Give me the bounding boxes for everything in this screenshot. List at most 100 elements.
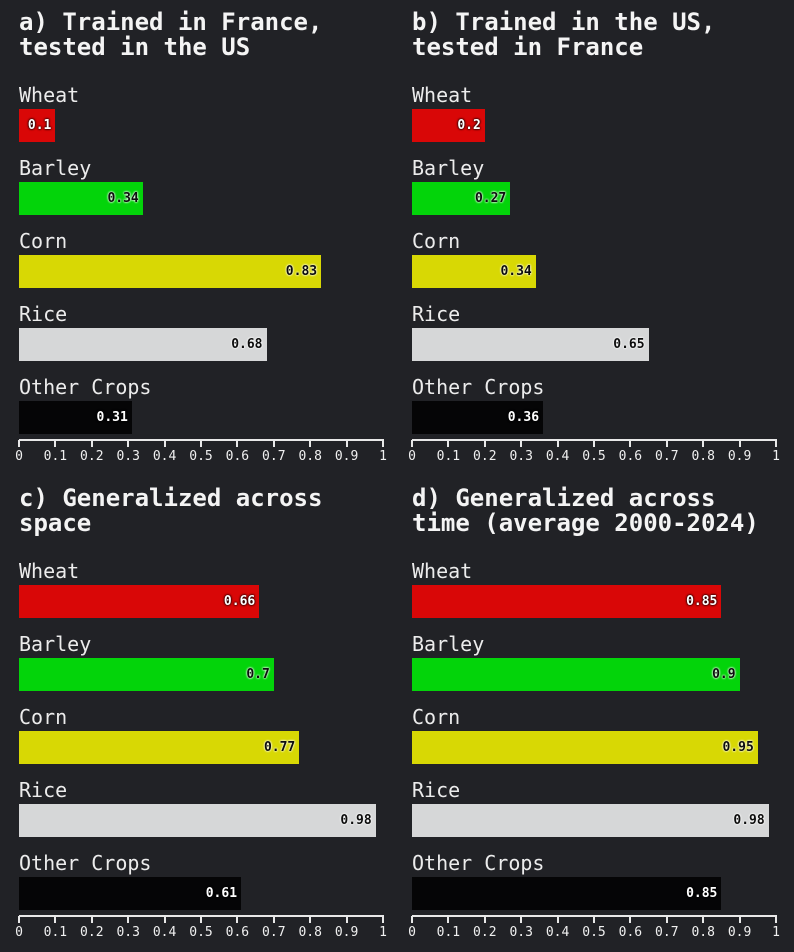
x-tick (629, 440, 632, 447)
x-tick-label: 0.7 (655, 449, 679, 464)
category-label: Wheat (412, 83, 473, 107)
x-tick-label: 0.4 (545, 449, 570, 464)
data-label: 0.31 (96, 410, 128, 425)
category-label: Other Crops (412, 851, 545, 875)
x-tick (309, 440, 312, 447)
x-tick-label: 0.6 (618, 449, 643, 464)
x-tick-label: 0.3 (116, 925, 140, 940)
category-label: Other Crops (19, 851, 152, 875)
x-tick-label: 0.7 (262, 925, 286, 940)
x-tick (738, 916, 741, 923)
bar-rice (412, 804, 769, 837)
chart-panel: c) Generalized across space Wheat 0.66 Barl… (15, 476, 394, 946)
x-tick-label: 0.1 (436, 925, 461, 940)
category-label: Wheat (19, 83, 80, 107)
x-tick-label: 1 (379, 449, 387, 464)
data-label: 0.7 (246, 667, 270, 682)
x-tick (483, 440, 486, 447)
x-tick-label: 0.2 (80, 449, 104, 464)
bar-other-crops (412, 401, 544, 434)
data-label: 0.85 (686, 594, 718, 609)
data-label: 0.61 (205, 886, 238, 901)
category-label: Other Crops (19, 375, 152, 399)
x-tick (309, 916, 312, 923)
x-tick (447, 916, 450, 923)
category-label: Wheat (412, 559, 473, 583)
category-label: Corn (412, 705, 461, 729)
category-label: Barley (19, 632, 92, 656)
x-tick-label: 0.2 (473, 925, 497, 940)
bar-corn (19, 731, 300, 764)
x-tick-label: 0 (408, 925, 416, 940)
bar-other-crops (19, 877, 242, 910)
data-label: 0.9 (712, 667, 736, 682)
x-tick-label: 0.1 (43, 925, 68, 940)
bar-corn (19, 255, 322, 288)
bar-corn (412, 731, 758, 764)
chart-panel: d) Generalized across time (average 2000… (408, 476, 787, 946)
x-tick (629, 916, 632, 923)
data-label: 0.95 (722, 740, 754, 755)
x-tick-label: 0.8 (298, 449, 322, 464)
x-tick-label: 0.9 (334, 925, 359, 940)
bar-barley (412, 658, 740, 691)
x-tick (593, 916, 595, 923)
category-label: Barley (19, 156, 92, 180)
x-tick-label: 0.7 (262, 449, 286, 464)
x-tick (272, 440, 275, 447)
panel-title: a) Trained in France, tested in the US (19, 8, 323, 61)
x-tick (738, 440, 741, 447)
x-tick-label: 0.8 (691, 925, 715, 940)
x-tick (411, 440, 413, 447)
x-tick-label: 1 (772, 925, 780, 940)
x-tick-label: 0.1 (43, 449, 68, 464)
x-tick (163, 916, 166, 923)
data-label: 0.1 (27, 118, 52, 133)
category-label: Barley (412, 632, 485, 656)
x-tick (90, 440, 93, 447)
x-tick-label: 0.3 (116, 449, 140, 464)
x-tick-label: 0 (15, 925, 23, 940)
x-tick (556, 916, 559, 923)
panel-title: b) Trained in the US, tested in France (412, 8, 716, 61)
data-label: 0.98 (340, 813, 372, 828)
x-tick-label: 0.6 (618, 925, 643, 940)
x-tick-label: 0.9 (727, 449, 752, 464)
bar-rice (412, 328, 649, 361)
x-tick (90, 916, 93, 923)
bar-barley (412, 182, 511, 215)
data-label: 0.36 (507, 410, 540, 425)
category-label: Wheat (19, 559, 80, 583)
x-tick-label: 0 (15, 449, 23, 464)
x-tick-label: 0.7 (655, 925, 679, 940)
bar-rice (19, 328, 267, 361)
bar-corn (412, 255, 536, 288)
category-label: Other Crops (412, 375, 545, 399)
x-tick (593, 440, 595, 447)
data-label: 0.83 (285, 264, 318, 279)
x-tick (163, 440, 166, 447)
data-label: 0.77 (263, 740, 296, 755)
x-tick-label: 1 (772, 449, 780, 464)
data-label: 0.2 (457, 118, 481, 133)
x-tick-label: 0.9 (727, 925, 752, 940)
x-tick-label: 0.3 (509, 449, 533, 464)
data-label: 0.68 (231, 337, 263, 352)
data-label: 0.66 (223, 594, 256, 609)
x-tick (272, 916, 275, 923)
data-label: 0.27 (474, 191, 507, 206)
x-tick-label: 0.4 (152, 925, 177, 940)
x-tick (556, 440, 559, 447)
category-label: Corn (412, 229, 461, 253)
panel-title: d) Generalized across time (average 2000… (412, 484, 759, 537)
x-tick-label: 0.6 (225, 925, 250, 940)
category-label: Rice (19, 302, 68, 326)
x-tick (54, 440, 57, 447)
data-label: 0.65 (613, 337, 645, 352)
x-tick-label: 0.4 (545, 925, 570, 940)
category-label: Rice (412, 778, 461, 802)
x-tick (382, 916, 384, 923)
bar-wheat (19, 109, 56, 142)
category-label: Rice (412, 302, 461, 326)
